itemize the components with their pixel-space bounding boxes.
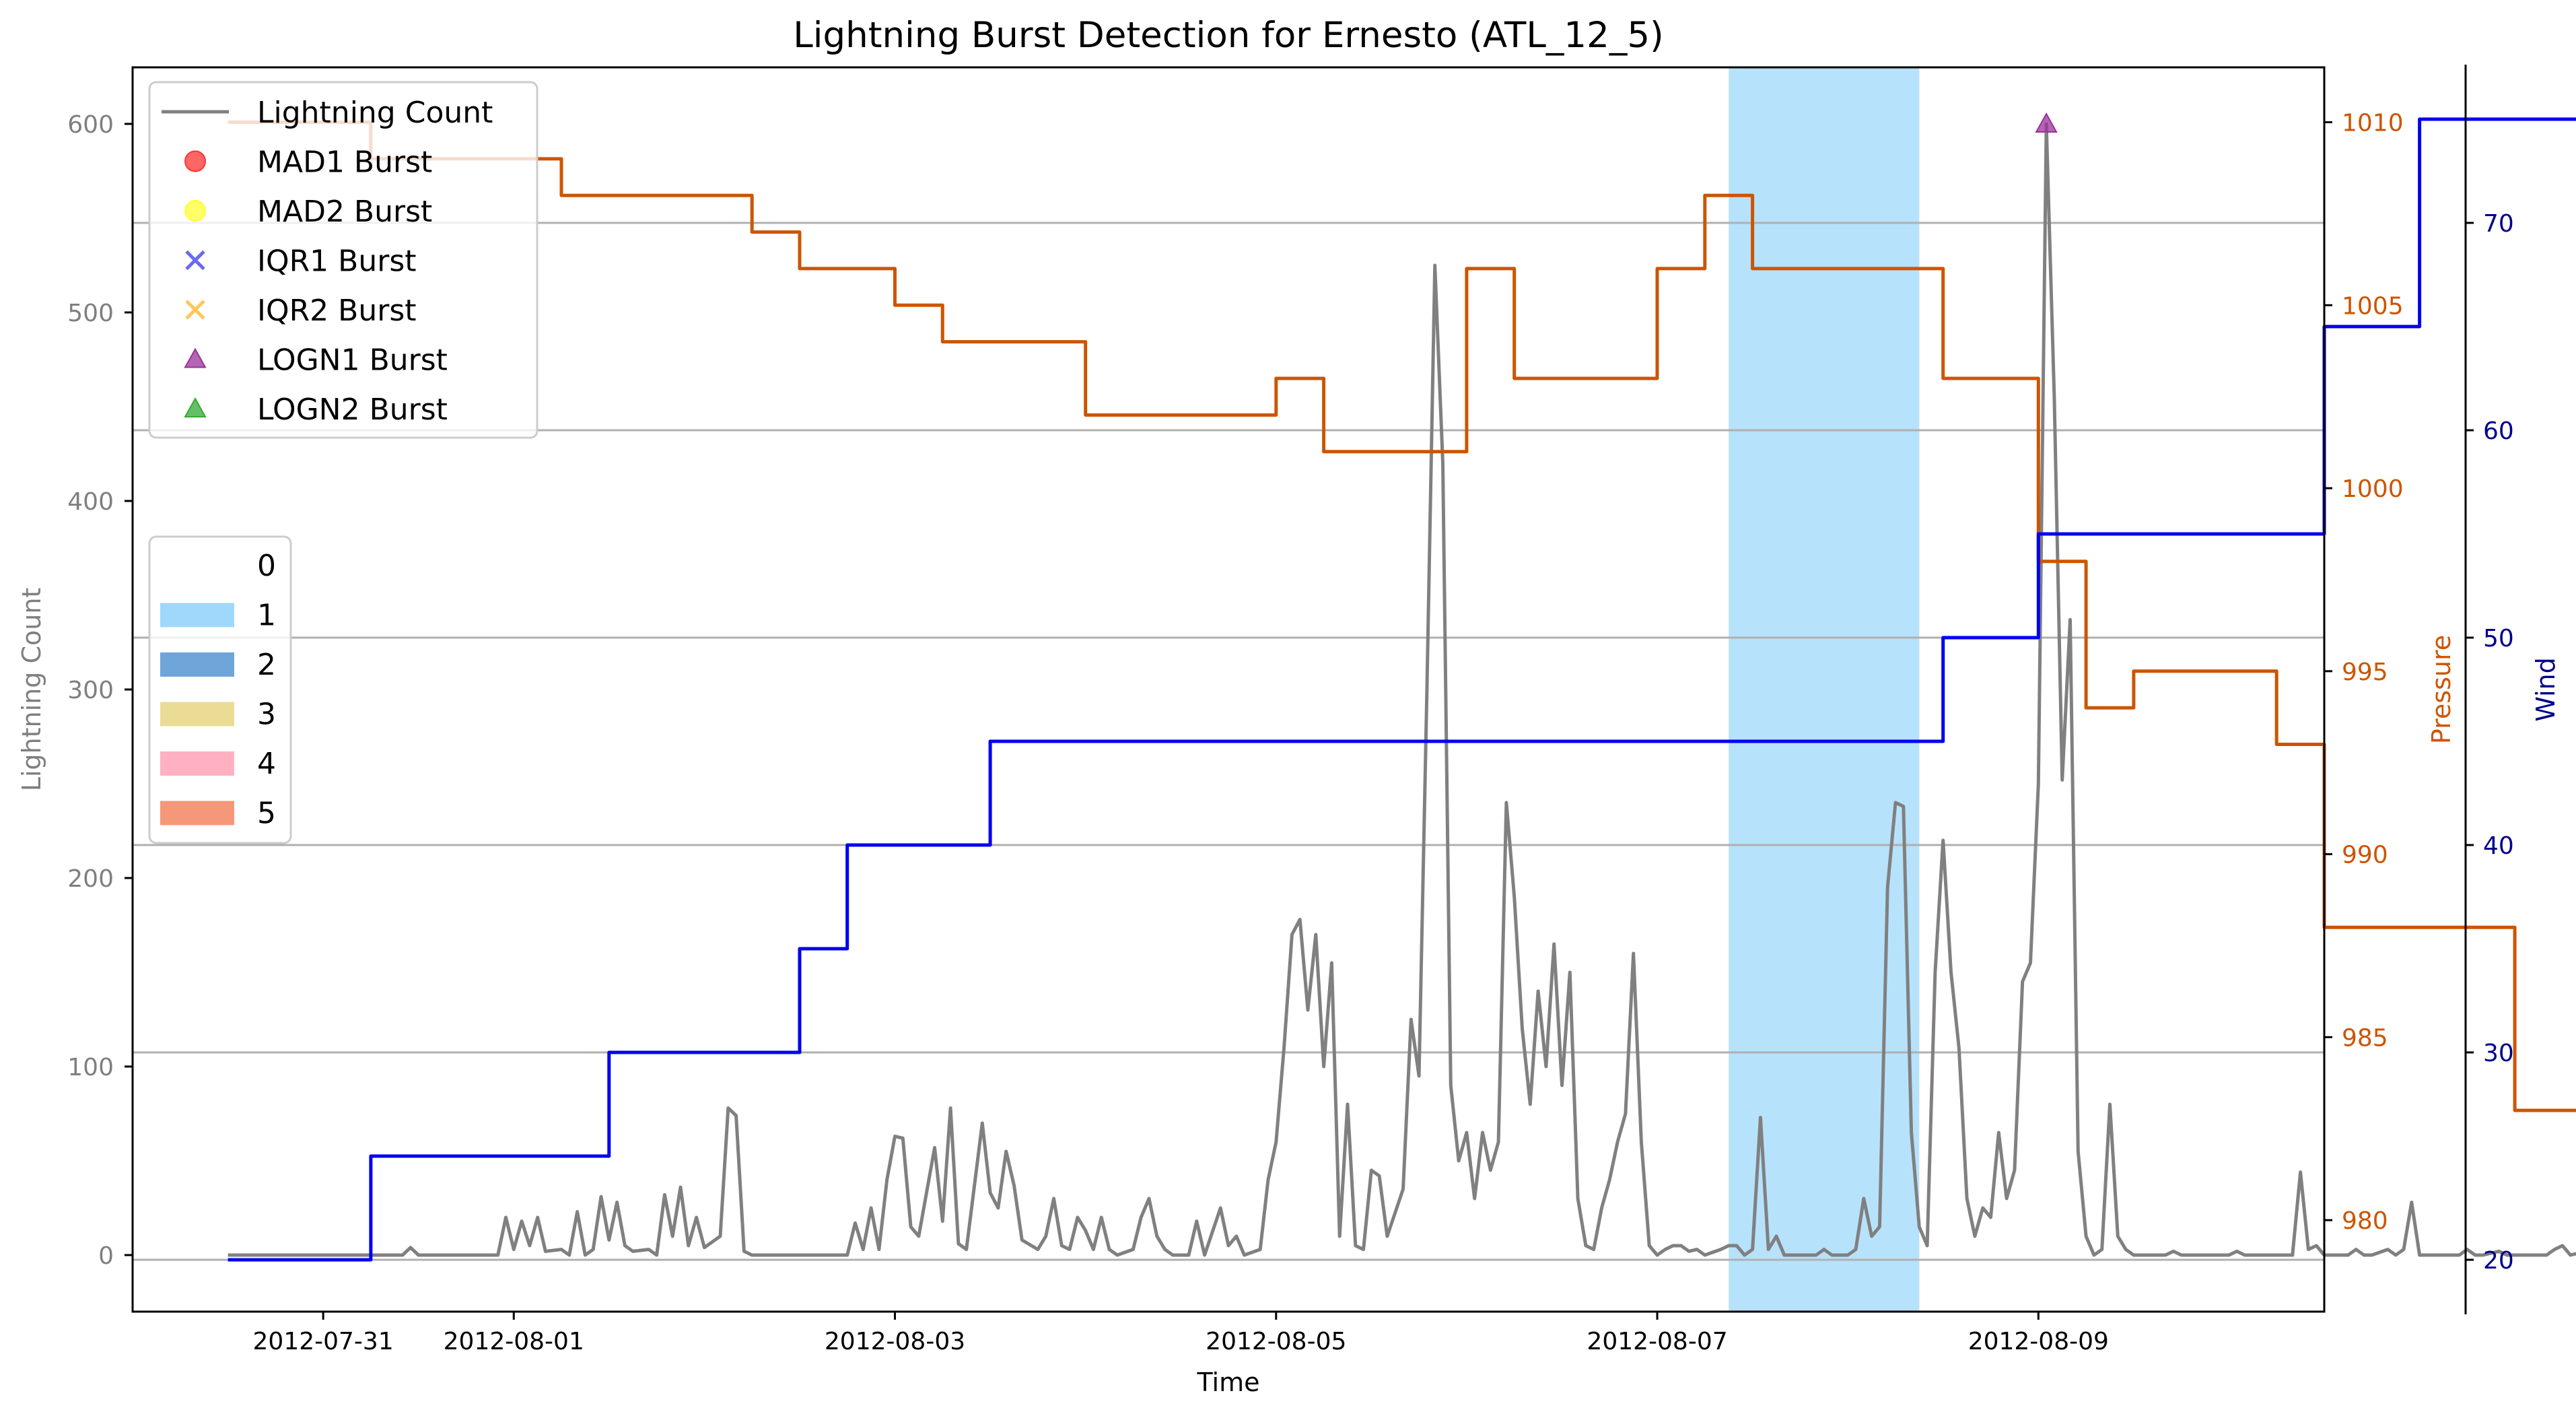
pressure-tick-label: 995 (2342, 659, 2388, 686)
legend-category-label: 0 (257, 549, 276, 583)
pressure-tick-label: 980 (2342, 1207, 2388, 1235)
legend-swatch-3 (160, 702, 234, 727)
legend-swatch-0 (160, 553, 234, 578)
left-tick-label: 500 (67, 300, 114, 327)
pressure-axis-label: Pressure (2427, 635, 2456, 744)
legend-category-label: 1 (257, 599, 276, 633)
legend-triangle-icon (184, 347, 207, 368)
burst-marker-0 (2035, 112, 2058, 133)
burst-markers (2035, 112, 2058, 133)
wind-tick-label: 70 (2483, 210, 2514, 238)
wind-tick-label: 20 (2483, 1247, 2514, 1275)
legend-circle-icon (184, 150, 206, 172)
pressure-tick-label: 990 (2342, 842, 2388, 869)
legend-series-label: Lightning Count (257, 96, 493, 130)
left-tick-label: 300 (67, 677, 114, 704)
left-tick-label: 200 (67, 865, 114, 893)
legend-category-label: 5 (257, 797, 276, 831)
legend-category-label: 3 (257, 698, 276, 732)
x-tick-label: 2012-08-09 (1968, 1328, 2109, 1355)
x-tick-label: 2012-08-05 (1206, 1328, 1346, 1355)
legend-swatch-5 (160, 801, 234, 825)
wind-tick-label: 40 (2483, 832, 2514, 860)
legend-x-icon (185, 250, 205, 271)
series-legend: Lightning Count MAD1 Burst MAD2 Burst IQR1 … (148, 81, 538, 439)
left-tick-label: 0 (98, 1242, 114, 1270)
pressure-tick-label: 1005 (2342, 292, 2404, 320)
shading-band-0 (1729, 67, 1920, 1312)
legend-swatch-2 (160, 652, 234, 677)
category-legend: 0 1 2 3 4 5 (148, 535, 292, 844)
wind-tick-label: 30 (2483, 1040, 2514, 1067)
legend-swatch-4 (160, 751, 234, 776)
legend-series-label: IQR2 Burst (257, 294, 417, 328)
x-tick-label: 2012-08-01 (444, 1328, 584, 1355)
legend-series-label: IQR1 Burst (257, 244, 417, 279)
series-layer (228, 117, 2576, 1262)
legend-triangle-icon (184, 397, 207, 417)
x-tick-label: 2012-07-31 (253, 1328, 394, 1355)
wind-axis-label: Wind (2531, 657, 2561, 722)
x-axis-label: Time (1197, 1368, 1260, 1397)
legend-series-label: MAD2 Burst (257, 195, 432, 229)
x-tick-label: 2012-08-07 (1587, 1328, 1727, 1355)
left-tick-label: 400 (67, 488, 114, 516)
legend-category-label: 4 (257, 747, 276, 781)
legend-x-icon (185, 300, 205, 320)
legend-swatch-1 (160, 603, 234, 628)
wind-tick-label: 60 (2483, 417, 2514, 445)
series-line-lightning-count (228, 122, 2576, 1257)
left-axis-label: Lightning Count (17, 588, 46, 792)
chart-title: Lightning Burst Detection for Ernesto (A… (793, 15, 1663, 56)
series-line-wind (228, 117, 2576, 1262)
legend-series-label: LOGN2 Burst (257, 393, 448, 427)
wind-tick-label: 50 (2483, 625, 2514, 652)
legend-circle-icon (184, 200, 206, 222)
pressure-tick-label: 1000 (2342, 475, 2404, 503)
pressure-tick-label: 1010 (2342, 110, 2404, 137)
pressure-tick-label: 985 (2342, 1024, 2388, 1052)
category-shading (1729, 67, 1920, 1312)
legend-series-label: LOGN1 Burst (257, 343, 448, 378)
left-tick-label: 100 (67, 1054, 114, 1081)
left-tick-label: 600 (67, 111, 114, 139)
legend-category-label: 2 (257, 648, 276, 682)
x-tick-label: 2012-08-03 (825, 1328, 965, 1355)
legend-series-label: MAD1 Burst (257, 145, 432, 180)
series-legend-frame (148, 81, 538, 439)
series-line-pressure (228, 121, 2576, 1112)
axes-layer: 0100200300400500600980985990995100010051… (67, 110, 2514, 1355)
